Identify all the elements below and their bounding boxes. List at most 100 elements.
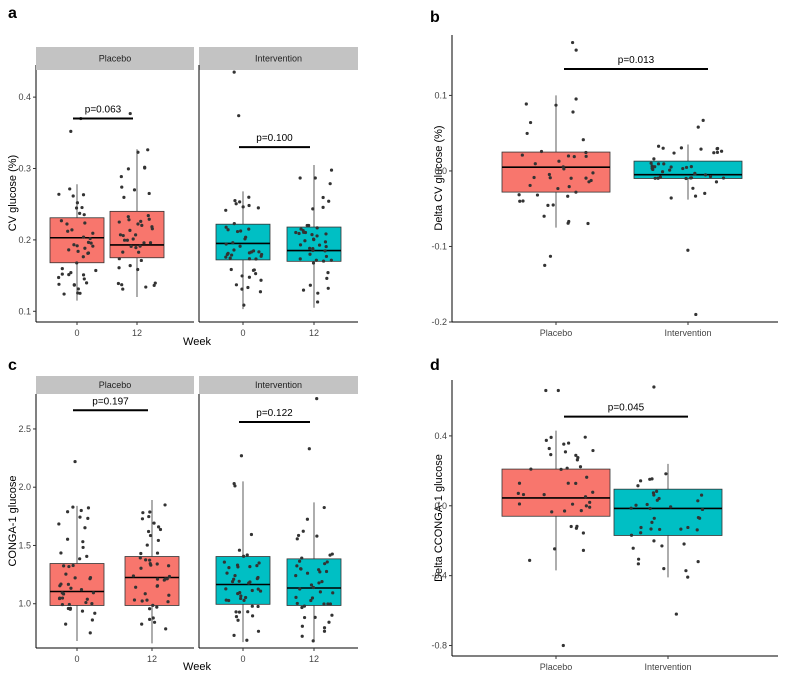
data-point [234,202,238,206]
data-point [91,244,95,248]
data-point [589,178,593,183]
data-point [67,248,71,252]
data-point [572,154,576,159]
data-point [239,594,243,598]
data-point-outlier [574,48,578,52]
data-point [583,495,588,499]
data-point [224,242,228,246]
data-point [232,248,236,252]
data-point [146,213,150,218]
data-point [303,239,307,243]
data-point [317,568,321,572]
data-point [542,214,546,218]
data-point [328,182,332,186]
data-point [656,162,661,166]
data-point [715,147,719,151]
data-point [542,493,546,497]
data-point [81,235,86,239]
data-point [59,582,63,586]
data-point [222,560,226,564]
data-point [322,602,326,606]
data-point [301,529,305,533]
data-point [652,493,656,497]
data-point [317,243,322,247]
data-point [699,147,703,151]
data-point [679,146,684,150]
data-point [146,148,150,152]
data-point [324,232,328,236]
facet-strip-label: Intervention [255,380,302,390]
data-point [158,527,163,532]
data-point [529,467,533,471]
data-point [672,151,676,155]
data-point [250,588,254,593]
data-point [140,223,144,227]
data-point [660,170,665,174]
data-point [528,120,533,125]
data-point [83,246,87,250]
data-point [299,567,303,571]
data-point [147,191,151,196]
data-point [591,448,595,453]
data-point [129,244,133,248]
data-point [70,228,74,232]
data-point [565,466,569,470]
data-point [294,574,298,578]
data-point [60,602,65,607]
p-value-label: p=0.122 [256,408,293,419]
p-value-label: p=0.100 [256,133,293,144]
data-point [652,539,656,543]
data-point [148,561,152,566]
data-point [574,453,578,457]
data-point [721,176,726,180]
data-point [143,166,147,170]
y-axis-title: CV glucose (%) [7,155,19,231]
data-point [684,165,689,170]
data-point [327,620,331,624]
data-point [311,639,315,643]
data-point [152,283,156,288]
data-point [316,291,320,295]
data-point [650,520,654,524]
data-point [315,534,319,538]
data-point [330,552,334,556]
data-point [311,247,315,251]
data-point [695,528,699,532]
data-point [78,211,82,215]
data-point [117,257,121,261]
data-point [88,631,92,635]
data-point [232,222,236,226]
data-point [329,168,334,172]
data-point [121,233,125,238]
data-point [584,176,588,180]
facet-strip-label: Intervention [255,54,302,64]
y-tick-label: 0.2 [18,235,31,245]
data-point [72,243,76,247]
data-point [296,533,301,538]
data-point [308,283,312,287]
data-point [139,551,143,556]
x-axis-title: Week [183,661,211,673]
data-point [315,234,319,238]
data-point [575,524,579,529]
data-point-outlier [73,459,77,464]
data-point [119,174,123,179]
y-tick-label: 1.5 [18,540,31,550]
y-tick-label: -0.8 [431,641,447,651]
data-point [121,250,125,254]
data-point-outlier [694,312,698,317]
x-tick-label: 12 [132,328,142,338]
data-point [253,272,258,276]
data-point [67,273,71,277]
data-point [544,438,548,442]
data-point [145,598,149,602]
data-point [699,493,704,497]
data-point [656,176,660,180]
data-point [93,611,97,615]
data-point [295,601,299,606]
y-tick-label: -0.4 [431,571,447,581]
data-point [86,516,90,520]
data-point [257,561,261,565]
data-point [238,591,242,595]
data-point [79,508,83,513]
